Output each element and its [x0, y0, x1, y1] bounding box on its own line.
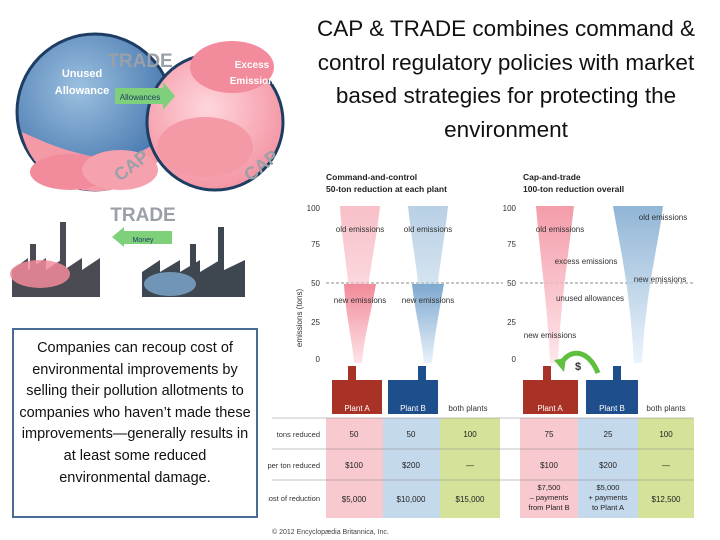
col-header-left-b: Plant B: [400, 404, 426, 413]
money-arrow: [112, 227, 172, 247]
label-new-emissions-r-b: new emissions: [634, 275, 686, 284]
cell-r1-c0: $100: [345, 461, 363, 470]
col-header-right-b: Plant B: [599, 404, 625, 413]
label-old-emissions-r-b: old emissions: [639, 213, 687, 222]
y-tick-25-right: 25: [507, 318, 516, 327]
table-row-labels: tons reduced cost per ton reduced cost o…: [268, 430, 320, 503]
excess-emission-label-2: Emission: [230, 76, 274, 87]
y-tick-0: 0: [316, 355, 321, 364]
cell-r0-c0: 50: [350, 430, 359, 439]
cell-r0-c3: 75: [545, 430, 554, 439]
cell-r0-c4: 25: [604, 430, 613, 439]
label-new-emissions-l-b: new emissions: [402, 296, 454, 305]
label-old-emissions-l-b: old emissions: [404, 225, 452, 234]
label-new-emissions-l-a: new emissions: [334, 296, 386, 305]
unused-allowance-label-1: Unused: [62, 68, 102, 80]
comparison-figure: Command-and-control 50-ton reduction at …: [268, 172, 694, 536]
label-unused-allowances: unused allowances: [556, 294, 624, 303]
table-column-headers: Plant A Plant B both plants Plant A Plan…: [344, 404, 685, 413]
left-panel-heading-1: Command-and-control: [326, 172, 417, 182]
cell-r0-c5: 100: [659, 430, 673, 439]
trade-bottom-label: TRADE: [110, 205, 175, 226]
explanation-note: Companies can recoup cost of environment…: [12, 328, 258, 518]
row-label-tons: tons reduced: [277, 430, 320, 439]
cell-r0-c1: 50: [407, 430, 416, 439]
cell-r2-c3: $7,500– payments from Plant B: [528, 483, 569, 512]
cell-r1-c5: —: [662, 461, 670, 470]
cell-r1-c3: $100: [540, 461, 558, 470]
excess-emission-label-1: Excess: [235, 60, 270, 71]
y-tick-25: 25: [311, 318, 320, 327]
slide-title: CAP & TRADE combines command & control r…: [316, 16, 696, 142]
left-plant-a-icon: [332, 366, 382, 414]
payment-arrowhead: [554, 358, 566, 372]
allowances-label: Allowances: [120, 93, 160, 102]
cell-r2-c5: $12,500: [652, 495, 681, 504]
cell-r1-c1: $200: [402, 461, 420, 470]
factory-right-icon: [142, 227, 245, 297]
y-tick-100: 100: [307, 204, 321, 213]
left-plant-b-new-plume: [412, 284, 444, 363]
right-plant-b-icon: [586, 366, 638, 414]
col-header-left-both: both plants: [448, 404, 487, 413]
y-tick-75-right: 75: [507, 240, 516, 249]
unused-allowance-label-2: Allowance: [55, 85, 109, 97]
label-old-emissions-r-a: old emissions: [536, 225, 584, 234]
left-plant-b-icon: [388, 366, 438, 414]
y-ticks-right: 100 75 50 25 0: [503, 204, 517, 364]
table-cells: 50 50 100 75 25 100 $100 $200 — $100 $20…: [342, 430, 681, 504]
right-plant-a-icon: [523, 366, 578, 414]
right-plant-b-old-plume: [613, 206, 663, 363]
right-panel-heading-1: Cap-and-trade: [523, 172, 581, 182]
excess-emission-bubble: [145, 41, 285, 192]
col-header-right-both: both plants: [646, 404, 685, 413]
plume-labels: old emissions old emissions new emission…: [334, 213, 687, 340]
right-panel-heading-2: 100-ton reduction overall: [523, 184, 624, 194]
cell-r1-c2: —: [466, 461, 474, 470]
cell-r2-c1: $10,000: [397, 495, 426, 504]
cell-r0-c2: 100: [463, 430, 477, 439]
col-header-left-a: Plant A: [344, 404, 370, 413]
y-tick-100-right: 100: [503, 204, 517, 213]
left-panel-heading-2: 50-ton reduction at each plant: [326, 184, 447, 194]
cell-r2-c0: $5,000: [342, 495, 367, 504]
cell-r2-c2: $15,000: [456, 495, 485, 504]
y-tick-75: 75: [311, 240, 320, 249]
label-old-emissions-l-a: old emissions: [336, 225, 384, 234]
unused-allowance-bubble: [15, 32, 175, 192]
col-header-right-a: Plant A: [537, 404, 563, 413]
row-label-cost: cost of reduction: [268, 494, 320, 503]
label-excess-emissions: excess emissions: [555, 257, 618, 266]
y-tick-50: 50: [311, 279, 320, 288]
money-label: Money: [132, 237, 154, 244]
cap-trade-illustration: TRADE Unused Allowance Excess Emission A…: [10, 32, 285, 297]
allowances-arrow: [115, 82, 175, 110]
y-axis-label: emissions (tons): [295, 289, 304, 348]
row-label-cost-per-ton: cost per ton reduced: [268, 461, 320, 470]
y-tick-0-right: 0: [512, 355, 517, 364]
cell-r2-c4: $5,000 + payments to Plant A: [589, 483, 628, 512]
dollar-sign: $: [575, 361, 581, 373]
y-ticks-left: 100 75 50 25 0: [307, 204, 321, 364]
credit-line: © 2012 Encyclopædia Britannica, Inc.: [272, 528, 389, 536]
y-tick-50-right: 50: [507, 279, 516, 288]
cell-r1-c4: $200: [599, 461, 617, 470]
factory-left-icon: [10, 222, 100, 297]
label-new-emissions-r-a: new emissions: [524, 331, 576, 340]
trade-top-label: TRADE: [107, 51, 172, 72]
right-plant-a-plume: [536, 206, 574, 363]
table-grid: [272, 417, 694, 518]
left-plant-a-new-plume: [344, 284, 376, 363]
